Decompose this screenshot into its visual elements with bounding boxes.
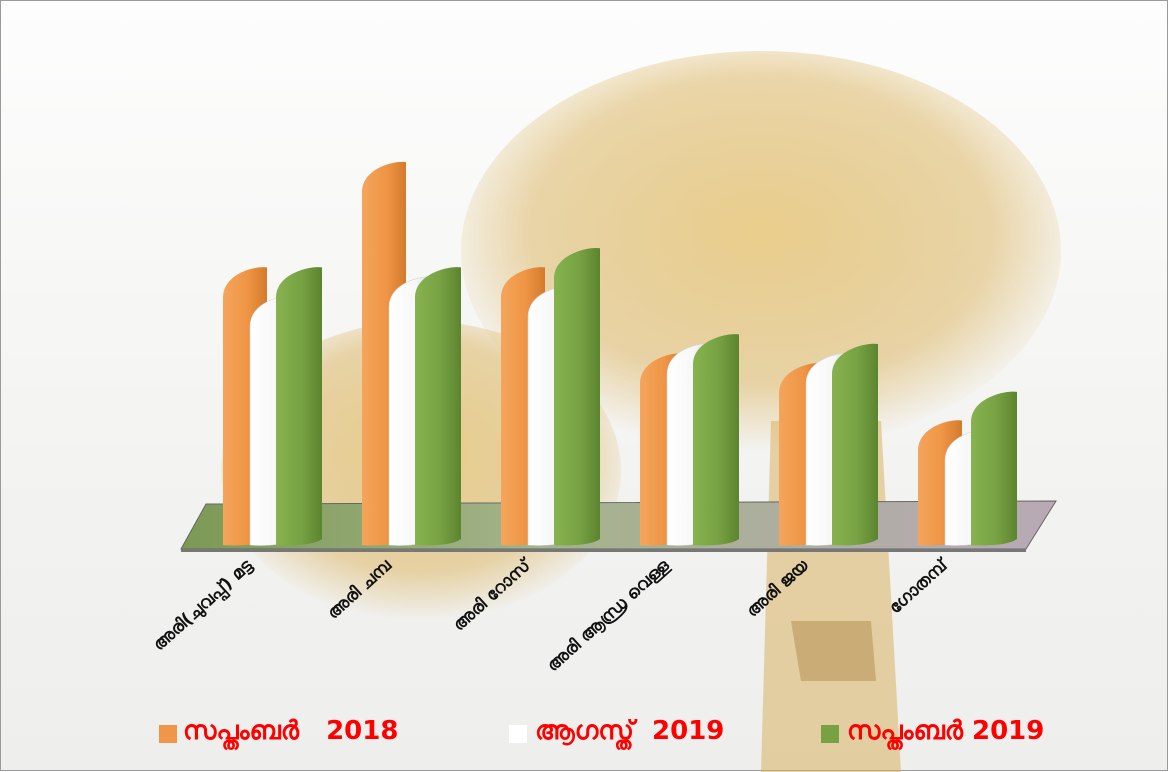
bar-sep-2019-2 [554,247,600,546]
bar-sep-2019-3 [693,334,739,546]
legend-label-sep-2018: സപ്തംബർ 2018 [183,716,398,750]
bar-sep-2019-5 [971,391,1017,546]
legend: സപ്തംബർ 2018 ആഗസ്ത് 2019 സപ്തംബർ 2019 [159,716,1044,750]
legend-label-aug-2019: ആഗസ്ത് 2019 [535,716,724,750]
legend-item-sep-2019: സപ്തംബർ 2019 [821,716,1044,750]
legend-swatch-sep-2019 [821,725,839,743]
bars-layer [223,161,1017,546]
legend-item-aug-2019: ആഗസ്ത് 2019 [509,716,724,750]
bar-sep-2019-4 [832,343,878,546]
category-label-5: ഗോതമ്പ് [885,554,953,618]
legend-item-sep-2018: സപ്തംബർ 2018 [159,716,398,750]
legend-swatch-sep-2018 [159,725,177,743]
legend-swatch-aug-2019 [509,725,527,743]
category-label-0: അരി(ചുവപ്പ്) മട്ട [149,555,259,657]
bar-sep-2019-0 [276,267,322,546]
legend-label-sep-2019: സപ്തംബർ 2019 [847,716,1044,750]
bar-sep-2019-1 [415,267,461,546]
